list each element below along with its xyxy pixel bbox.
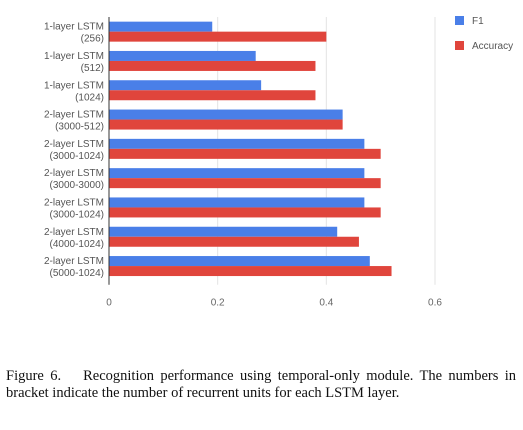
category-label-line1: 1-layer LSTM: [44, 51, 104, 62]
category-label-line1: 2-layer LSTM: [44, 168, 104, 179]
bar-accuracy-8: [109, 236, 359, 247]
category-label-line2: (4000-1024): [50, 239, 104, 250]
figure-caption: Figure 6. Recognition performance using t…: [6, 368, 516, 402]
bar-accuracy-2: [109, 60, 316, 71]
bar-accuracy-4: [109, 119, 343, 130]
category-label-line1: 2-layer LSTM: [44, 227, 104, 238]
category-label-line2: (3000-1024): [50, 151, 104, 162]
category-label-line1: 2-layer LSTM: [44, 139, 104, 150]
bar-accuracy-1: [109, 31, 327, 42]
category-label-line2: (512): [81, 63, 104, 74]
chart-svg: 1-layer LSTM(256)1-layer LSTM(512)1-laye…: [44, 16, 513, 309]
category-label-line2: (3000-512): [55, 122, 104, 133]
legend-label-accuracy: Accuracy: [472, 41, 513, 52]
legend-swatch-accuracy: [455, 41, 464, 50]
bar-accuracy-3: [109, 90, 316, 101]
bar-f1-8: [109, 226, 338, 237]
x-tick-label: 0.2: [211, 298, 225, 309]
bar-f1-1: [109, 21, 213, 32]
bar-f1-7: [109, 197, 365, 208]
bar-accuracy-7: [109, 207, 381, 218]
bar-f1-4: [109, 109, 343, 120]
bar-f1-2: [109, 50, 256, 61]
category-label-line2: (1024): [75, 92, 104, 103]
category-label-line2: (3000-3000): [50, 180, 104, 191]
x-tick-label: 0.4: [319, 298, 333, 309]
x-tick-label: 0.6: [428, 298, 442, 309]
caption-label: Figure 6.: [6, 368, 62, 384]
category-label-line2: (256): [81, 34, 104, 45]
x-tick-label: 0: [106, 298, 112, 309]
bar-accuracy-9: [109, 266, 392, 277]
category-label-line2: (3000-1024): [50, 209, 104, 220]
bar-f1-3: [109, 80, 262, 91]
bar-accuracy-5: [109, 148, 381, 159]
bar-f1-5: [109, 138, 365, 149]
legend-label-f1: F1: [472, 16, 484, 27]
bar-f1-9: [109, 256, 370, 267]
category-label-line1: 1-layer LSTM: [44, 80, 104, 91]
bar-accuracy-6: [109, 178, 381, 189]
category-label-line1: 2-layer LSTM: [44, 197, 104, 208]
bar-f1-6: [109, 168, 365, 179]
bar-chart: 1-layer LSTM (256) 1-layer LSTM (512) 1-laye…: [44, 16, 513, 309]
caption-text: Recognition performance using temporal-o…: [6, 368, 516, 401]
legend-swatch-f1: [455, 16, 464, 25]
category-label-line1: 1-layer LSTM: [44, 22, 104, 33]
category-label-line1: 2-layer LSTM: [44, 110, 104, 121]
category-label-line1: 2-layer LSTM: [44, 256, 104, 267]
category-label-line2: (5000-1024): [50, 268, 104, 279]
